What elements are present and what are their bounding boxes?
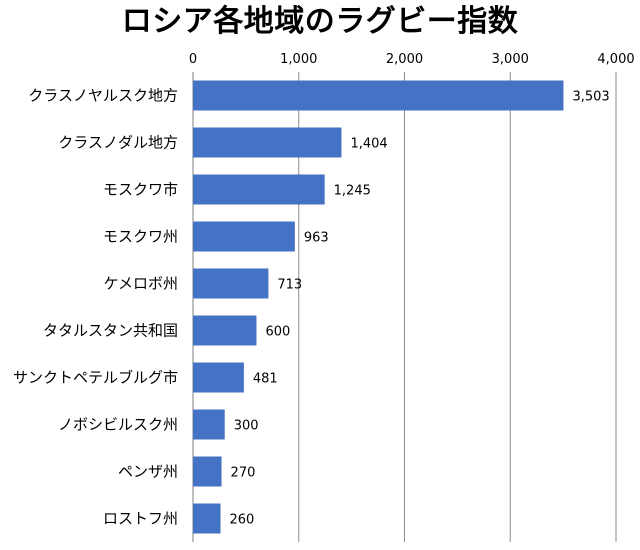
x-tick-label: 4,000 [597, 52, 634, 67]
bar [193, 174, 325, 205]
value-label: 260 [229, 513, 254, 528]
category-label: ロストフ州 [103, 510, 178, 528]
bar [193, 409, 225, 440]
x-tick-label: 1,000 [280, 52, 317, 67]
value-label: 963 [304, 231, 329, 246]
value-label: 1,404 [350, 137, 387, 152]
value-label: 1,245 [334, 184, 371, 199]
x-tick-label: 0 [189, 52, 197, 67]
bar [193, 503, 221, 534]
category-label: ペンザ州 [118, 463, 178, 481]
value-label: 713 [277, 278, 302, 293]
category-label: モスクワ州 [103, 228, 178, 246]
bars [193, 80, 564, 534]
chart-title: ロシア各地域のラグビー指数 [121, 4, 519, 39]
bar [193, 127, 342, 158]
bar [193, 80, 564, 111]
category-label: サンクトペテルブルグ市 [13, 369, 178, 387]
x-tick-label: 3,000 [492, 52, 529, 67]
category-labels: クラスノヤルスク地方クラスノダル地方モスクワ市モスクワ州ケメロボ州タタルスタン共… [13, 87, 178, 528]
value-label: 3,503 [572, 90, 609, 105]
value-label: 270 [231, 466, 256, 481]
category-label: クラスノダル地方 [58, 134, 178, 152]
bar [193, 456, 222, 487]
category-label: タタルスタン共和国 [43, 322, 178, 340]
bar [193, 315, 257, 346]
x-axis-ticks: 0 1,000 2,000 3,000 4,000 [189, 52, 635, 67]
value-labels: 3,503 1,404 1,245 963 713 600 481 300 270 260 [229, 90, 609, 528]
category-label: クラスノヤルスク地方 [28, 87, 178, 105]
x-tick-label: 2,000 [386, 52, 423, 67]
category-label: ノボシビルスク州 [58, 416, 178, 434]
bar [193, 362, 244, 393]
category-label: モスクワ市 [103, 181, 178, 199]
value-label: 600 [265, 325, 290, 340]
category-label: ケメロボ州 [103, 275, 178, 293]
value-label: 481 [253, 372, 278, 387]
value-label: 300 [234, 419, 259, 434]
bar [193, 268, 269, 299]
bar [193, 221, 295, 252]
